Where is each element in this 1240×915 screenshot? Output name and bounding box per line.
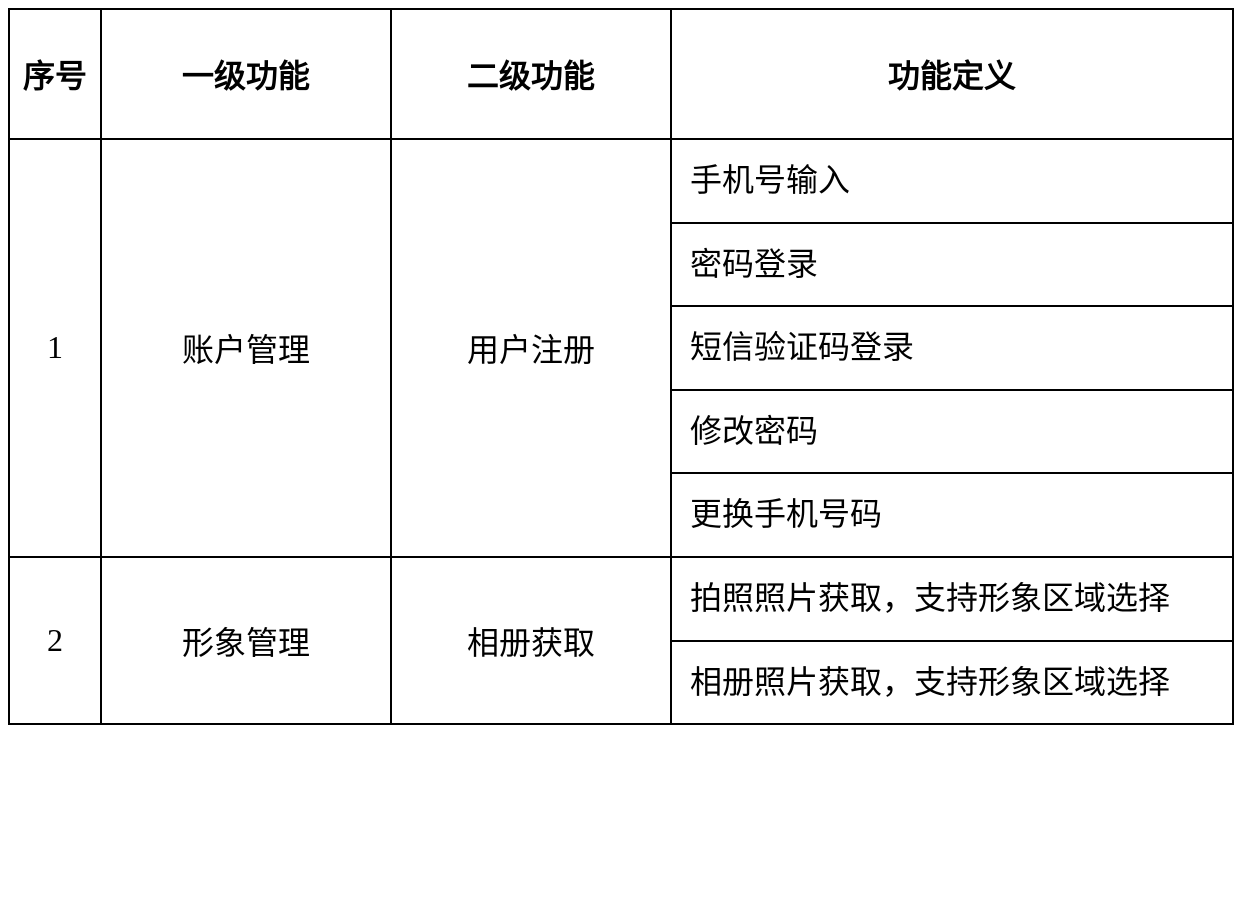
table-header-row: 序号 一级功能 二级功能 功能定义 <box>9 9 1233 139</box>
table-row: 1 账户管理 用户注册 手机号输入 <box>9 139 1233 223</box>
header-level2: 二级功能 <box>391 9 671 139</box>
cell-level1: 形象管理 <box>101 557 391 724</box>
cell-level2: 用户注册 <box>391 139 671 557</box>
cell-definition: 密码登录 <box>671 223 1233 307</box>
function-table: 序号 一级功能 二级功能 功能定义 1 账户管理 用户注册 手机号输入 密码登录… <box>8 8 1234 725</box>
header-seq: 序号 <box>9 9 101 139</box>
cell-definition: 手机号输入 <box>671 139 1233 223</box>
cell-definition: 拍照照片获取，支持形象区域选择 <box>671 557 1233 641</box>
header-level1: 一级功能 <box>101 9 391 139</box>
header-definition: 功能定义 <box>671 9 1233 139</box>
cell-seq: 2 <box>9 557 101 724</box>
cell-seq: 1 <box>9 139 101 557</box>
cell-level2: 相册获取 <box>391 557 671 724</box>
cell-definition: 更换手机号码 <box>671 473 1233 557</box>
table-row: 2 形象管理 相册获取 拍照照片获取，支持形象区域选择 <box>9 557 1233 641</box>
cell-definition: 短信验证码登录 <box>671 306 1233 390</box>
cell-level1: 账户管理 <box>101 139 391 557</box>
cell-definition: 修改密码 <box>671 390 1233 474</box>
cell-definition: 相册照片获取，支持形象区域选择 <box>671 641 1233 725</box>
